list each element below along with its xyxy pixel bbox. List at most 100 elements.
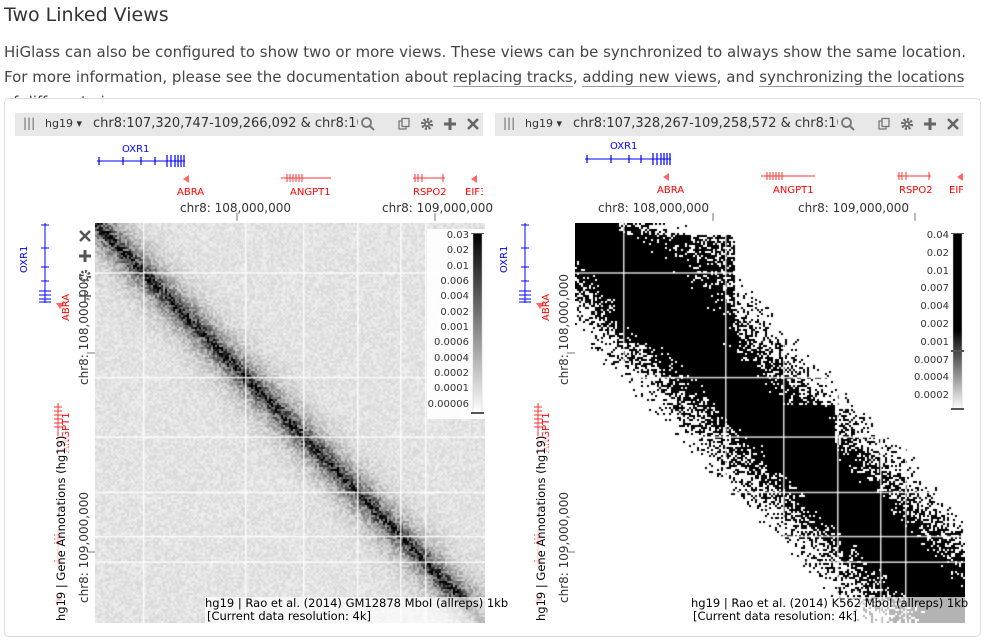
colorbar-tick-label: 0.0006 [434, 337, 469, 349]
track-tools [79, 230, 91, 302]
view-header: ||| hg19 ▾ chr8:107,328,267-109,258,572 … [495, 113, 963, 136]
colorbar-legend[interactable] [427, 229, 485, 419]
heatmap-name: hg19 | Rao et al. (2014) K562 MboI (allr… [691, 596, 969, 610]
close-view-icon[interactable] [946, 117, 960, 131]
location-search-input[interactable]: chr8:107,328,267-109,258,572 & chr8:107 [573, 116, 838, 131]
colorbar-tick-label: 0.001 [440, 322, 469, 333]
left-ruler [87, 352, 95, 553]
gene-abra-marker[interactable] [56, 303, 64, 309]
colorbar-tick-label: 0.01 [926, 265, 949, 277]
colorbar-tick-label: 0.001 [920, 336, 949, 348]
drag-handle-icon[interactable]: ||| [503, 116, 516, 130]
view-left: ||| hg19 ▾ chr8:107,320,747-109,266,092 … [15, 113, 509, 623]
left-ruler [567, 352, 575, 553]
track-config-icon[interactable] [79, 270, 91, 282]
gene-label-oxr1-vertical: OXR1 [19, 245, 30, 273]
gene-label-abra-vertical: ABRA [541, 293, 552, 321]
colorbar-tick-label: 0.004 [440, 291, 469, 303]
gene-abra-marker[interactable] [663, 173, 669, 181]
search-icon[interactable] [360, 116, 376, 132]
top-gene-track [97, 155, 477, 183]
move-track-icon[interactable] [79, 290, 91, 302]
genome-assembly-select[interactable]: hg19 ▾ [45, 117, 82, 130]
gene-rspo2[interactable] [413, 174, 445, 182]
heatmap-resolution: [Current data resolution: 4k] [207, 609, 371, 623]
gene-rspo2[interactable] [897, 172, 931, 180]
gene-label-oxr1: OXR1 [122, 144, 150, 155]
gene-label-abra: ABRA [177, 187, 205, 198]
gene-angpt1[interactable] [281, 174, 331, 182]
intro-sep: , and [716, 68, 760, 86]
colorbar-tick-label: 0.0007 [914, 354, 949, 366]
colorbar-tick-label: 0.0002 [434, 368, 469, 379]
higlass-container: ||| hg19 ▾ chr8:107,320,747-109,266,092 … [4, 98, 981, 637]
colorbar-tick-label: 0.02 [926, 247, 949, 259]
top-gene-track [585, 153, 963, 181]
gene-oxr1[interactable] [585, 153, 671, 165]
view-right: ||| hg19 ▾ chr8:107,328,267-109,258,572 … [495, 113, 969, 623]
gene-abra-marker[interactable] [536, 303, 544, 309]
colorbar-tick-label: 0.006 [440, 276, 469, 287]
colorbar-tick-label: 0.03 [446, 230, 469, 241]
left-track-label: hg19 | Gene Annotations (hg19) [54, 435, 68, 621]
left-track-label: hg19 | Gene Annotations (hg19) [534, 435, 548, 621]
colorbar-tick-label: 0.007 [920, 283, 949, 295]
colorbar-gradient [471, 233, 484, 414]
left-ruler-tick-label: chr8: 109,000,000 [77, 492, 91, 603]
colorbar-tick-label: 0.002 [440, 306, 469, 318]
page-title: Two Linked Views [4, 4, 169, 26]
genome-assembly-select[interactable]: hg19 ▾ [525, 117, 562, 130]
top-ruler [236, 213, 436, 221]
copy-view-icon[interactable] [397, 117, 411, 131]
search-icon[interactable] [840, 116, 856, 132]
close-view-icon[interactable] [466, 117, 480, 131]
gene-eif3-marker[interactable] [471, 175, 477, 183]
gene-label-abra-vertical: ABRA [61, 293, 72, 321]
heatmap-track[interactable] [95, 223, 485, 623]
colorbar-tick-label: 0.0001 [434, 383, 469, 395]
drag-handle-icon[interactable]: ||| [23, 116, 36, 130]
colorbar-tick-label: 0.002 [920, 319, 949, 330]
add-series-icon[interactable] [79, 250, 91, 262]
heatmap-track-label: hg19 | Rao et al. (2014) GM12878 MboI (a… [205, 596, 509, 623]
gene-label-oxr1: OXR1 [610, 141, 638, 152]
colorbar-tick-label: 0.04 [926, 230, 949, 241]
top-ruler-tick-label: chr8: 108,000,000 [598, 201, 709, 215]
colorbar-tick-label: 0.0004 [914, 372, 949, 384]
add-track-icon[interactable] [923, 117, 937, 131]
heatmap-name: hg19 | Rao et al. (2014) GM12878 MboI (a… [205, 596, 509, 610]
colorbar-tick-label: 0.00006 [427, 398, 469, 410]
close-track-icon[interactable] [79, 230, 91, 242]
intro-sep: , [572, 68, 583, 86]
link-replacing-tracks[interactable]: replacing tracks [452, 68, 573, 87]
top-ruler [712, 213, 916, 221]
top-ruler-tick-label: chr8: 109,000,000 [382, 201, 493, 215]
copy-view-icon[interactable] [877, 117, 891, 131]
gene-abra-marker[interactable] [183, 175, 189, 183]
assembly-label: hg19 [45, 117, 73, 130]
colorbar-legend[interactable] [907, 229, 965, 413]
link-adding-new-views[interactable]: adding new views [582, 68, 717, 87]
view-header: ||| hg19 ▾ chr8:107,320,747-109,266,092 … [15, 113, 483, 136]
gene-angpt1[interactable] [761, 172, 815, 180]
left-ruler-tick-label: chr8: 109,000,000 [557, 492, 571, 603]
gear-icon[interactable] [900, 117, 914, 131]
intro-text: HiGlass can also be configured to show t… [4, 43, 967, 86]
colorbar-tick-label: 0.02 [446, 245, 469, 257]
heatmap-track-label: hg19 | Rao et al. (2014) K562 MboI (allr… [691, 596, 969, 623]
colorbar-tick-label: 0.0004 [434, 352, 469, 364]
add-track-icon[interactable] [443, 117, 457, 131]
gene-label-abra: ABRA [657, 185, 685, 196]
gene-eif3-marker[interactable] [957, 173, 963, 181]
gene-oxr1-vertical[interactable] [39, 223, 51, 303]
gene-label-rspo2: RSPO2 [413, 187, 447, 198]
location-search-input[interactable]: chr8:107,320,747-109,266,092 & chr8:107 [93, 116, 358, 131]
gear-icon[interactable] [420, 117, 434, 131]
gene-oxr1-vertical[interactable] [519, 223, 531, 303]
gene-label-eif3: EIF3 [949, 185, 963, 196]
intro-paragraph: HiGlass can also be configured to show t… [4, 40, 979, 115]
gene-label-angpt1: ANGPT1 [290, 187, 331, 198]
left-ruler-tick-label: chr8: 108,000,000 [557, 274, 571, 385]
gene-oxr1[interactable] [97, 155, 185, 167]
heatmap-track[interactable] [575, 223, 965, 623]
